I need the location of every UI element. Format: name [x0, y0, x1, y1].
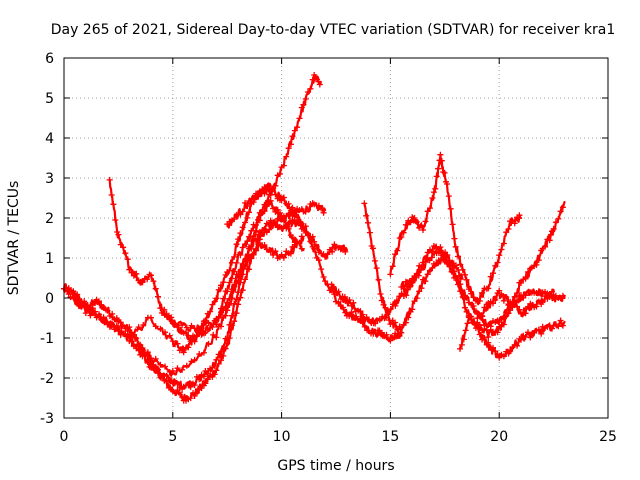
y-tick-label: 2 — [45, 211, 54, 227]
plus-markers — [224, 185, 349, 260]
y-axis-label: SDTVAR / TECUs — [6, 181, 22, 296]
y-axis: -3 -2 -1 0 1 2 3 4 5 6 — [40, 51, 608, 427]
series-pass-l — [457, 200, 566, 352]
series-pass-d — [67, 233, 305, 377]
series-pass-g — [224, 185, 349, 260]
x-axis: 0 5 10 15 20 25 — [60, 58, 617, 445]
x-tick-label: 5 — [168, 429, 177, 445]
plus-markers — [67, 233, 305, 375]
x-axis-label: GPS time / hours — [277, 458, 394, 474]
series-trace — [400, 244, 566, 329]
series-trace — [62, 202, 327, 402]
data-series — [61, 72, 566, 404]
y-tick-label: 0 — [45, 291, 54, 307]
y-tick-label: -1 — [40, 331, 54, 347]
x-tick-label: 0 — [60, 429, 69, 445]
plus-markers — [474, 287, 555, 322]
x-tick-label: 10 — [273, 429, 291, 445]
x-tick-label: 20 — [490, 429, 508, 445]
y-tick-label: 4 — [45, 131, 54, 147]
y-tick-label: -2 — [40, 371, 54, 387]
plot-frame — [63, 57, 609, 419]
series-pass-m — [474, 287, 555, 322]
x-tick-label: 25 — [599, 429, 617, 445]
y-tick-label: 1 — [45, 251, 54, 267]
plus-markers — [457, 204, 566, 352]
x-tick-label: 15 — [381, 429, 399, 445]
y-tick-label: 3 — [45, 171, 54, 187]
series-pass-j — [387, 151, 523, 306]
plus-markers — [387, 151, 523, 304]
y-tick-label: 6 — [45, 51, 54, 67]
series-pass-k — [398, 243, 566, 330]
chart-title: Day 265 of 2021, Sidereal Day-to-day VTE… — [51, 22, 616, 38]
y-tick-label: -3 — [40, 411, 54, 427]
series-pass-f — [169, 217, 403, 344]
y-tick-label: 5 — [45, 91, 54, 107]
grid — [64, 58, 608, 418]
